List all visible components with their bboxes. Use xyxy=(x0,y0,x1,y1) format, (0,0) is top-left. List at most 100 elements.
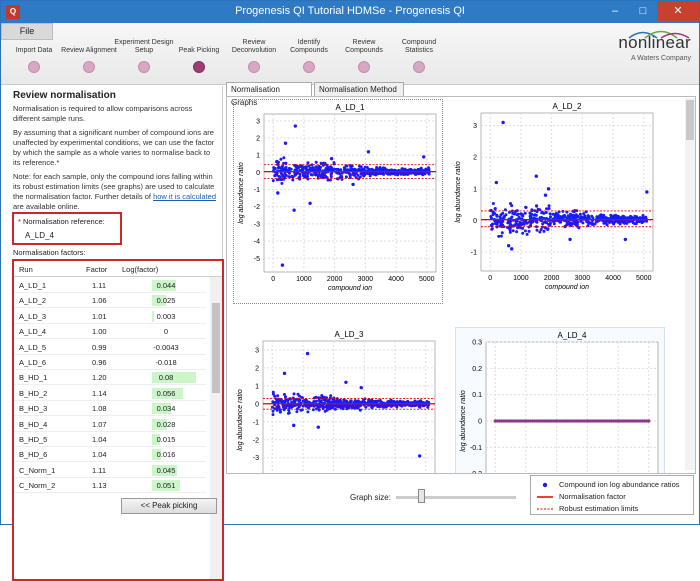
data-point xyxy=(521,226,525,230)
data-point xyxy=(356,406,360,410)
chart-legend: Compound ion log abundance ratios Normali… xyxy=(530,475,694,515)
data-point xyxy=(311,408,315,412)
table-row[interactable]: A_LD_4 1.00 0 xyxy=(14,324,206,340)
data-point xyxy=(570,221,574,225)
workflow-step[interactable]: Review Compounds xyxy=(334,37,394,73)
table-row[interactable]: B_HD_2 1.14 0.056 xyxy=(14,386,206,401)
outlier-point xyxy=(305,351,310,356)
right-panel: Normalisation Graphs Normalisation Metho… xyxy=(224,82,699,523)
column-header-factor[interactable]: Factor xyxy=(86,265,108,274)
table-row[interactable]: A_LD_3 1.01 0.003 xyxy=(14,309,206,324)
cell-factor: 1.20 xyxy=(92,373,107,383)
outlier-point xyxy=(308,201,312,206)
data-point xyxy=(277,175,281,178)
minimize-button[interactable]: – xyxy=(611,5,619,17)
data-point xyxy=(398,403,402,407)
reference-value[interactable]: A_LD_4 xyxy=(25,231,54,240)
logo-wordmark: nonlinear xyxy=(618,33,691,52)
data-point xyxy=(618,222,622,226)
table-row[interactable]: B_HD_5 1.04 0.015 xyxy=(14,432,206,447)
note-paragraph: Note: for each sample, only the compound… xyxy=(13,172,218,212)
table-row[interactable]: B_HD_3 1.08 0.034 xyxy=(14,401,206,417)
table-scroll-thumb[interactable] xyxy=(212,303,220,393)
workflow-step-label: Review Alignment xyxy=(61,47,117,54)
workflow-step[interactable]: Peak Picking xyxy=(169,37,229,73)
close-button[interactable]: ✕ xyxy=(657,1,699,21)
workflow-step[interactable]: Experiment Design Setup xyxy=(114,37,174,73)
data-point xyxy=(489,208,493,212)
data-point xyxy=(508,210,511,214)
workflow-step[interactable]: Review Alignment xyxy=(59,37,119,73)
workflow-step[interactable]: Import Data xyxy=(4,37,64,73)
column-header-run[interactable]: Run xyxy=(19,265,33,274)
data-point xyxy=(276,394,280,398)
workflow-step[interactable]: Compound Statistics xyxy=(389,37,449,73)
cell-run: B_HD_3 xyxy=(19,404,48,414)
tab-normalisation-graphs[interactable]: Normalisation Graphs xyxy=(226,82,312,107)
data-point xyxy=(565,216,569,220)
data-point xyxy=(304,165,308,169)
data-point xyxy=(348,173,352,177)
table-row[interactable]: A_LD_2 1.06 0.025 xyxy=(14,293,206,309)
data-point xyxy=(275,171,279,175)
tab-normalisation-method[interactable]: Normalisation Method xyxy=(314,82,404,96)
scatter-chart[interactable]: A_LD_1 0 1000 2000 3000 4000 5000 -5 -4 -3 -2 -1 0 1 2… xyxy=(233,99,443,304)
graph-size-slider-thumb[interactable] xyxy=(417,489,425,503)
data-point xyxy=(595,215,599,219)
data-point xyxy=(546,228,550,231)
table-row[interactable]: A_LD_6 0.96 -0.018 xyxy=(14,355,206,370)
graph-size-slider[interactable] xyxy=(396,496,516,499)
workflow-step[interactable]: Identify Compounds xyxy=(279,37,339,73)
data-point xyxy=(284,395,287,399)
data-point xyxy=(493,207,497,211)
graphs-scrollbar[interactable] xyxy=(685,98,695,470)
data-point xyxy=(380,167,384,171)
data-point xyxy=(510,204,514,208)
workflow-step-dot-icon xyxy=(358,61,370,73)
scatter-chart[interactable]: A_LD_2 0 1000 2000 3000 4000 5000 -1 0 1 2 3 compoun… xyxy=(451,99,661,304)
maximize-button[interactable]: □ xyxy=(639,5,647,17)
data-point xyxy=(370,406,374,410)
data-point xyxy=(401,167,404,171)
window-title: Progenesis QI Tutorial HDMSe - Progenesi… xyxy=(235,5,465,17)
data-point xyxy=(295,410,299,414)
scatter-chart[interactable]: A_LD_4010002000300040005000-0.3-0.2-0.10… xyxy=(455,327,665,473)
data-point xyxy=(538,230,542,234)
table-row[interactable]: C_Norm_2 1.13 0.051 xyxy=(14,478,206,494)
data-point xyxy=(375,166,379,169)
data-point xyxy=(306,161,310,165)
cell-factor: 1.13 xyxy=(92,481,107,491)
scatter-chart[interactable]: A_LD_3010002000300040005000-5-4-3-2-1012… xyxy=(233,327,443,473)
data-point xyxy=(552,222,556,226)
table-scrollbar[interactable] xyxy=(210,277,222,579)
table-row[interactable]: B_HD_1 1.20 0.08 xyxy=(14,370,206,386)
table-row[interactable]: B_HD_4 1.07 0.028 xyxy=(14,417,206,432)
data-point xyxy=(527,229,531,233)
cell-log-factor: 0.056 xyxy=(156,388,176,398)
cell-run: A_LD_4 xyxy=(19,327,47,337)
y-axis-label: log abundance ratio xyxy=(460,390,467,452)
data-point xyxy=(278,410,282,414)
table-row[interactable]: C_Norm_1 1.11 0.045 xyxy=(14,463,206,478)
how-calculated-link[interactable]: how it is calculated xyxy=(153,192,217,201)
note-text-b: are available online. xyxy=(13,202,80,211)
data-point xyxy=(499,234,503,238)
data-point xyxy=(270,405,274,409)
x-tick-label: 3000 xyxy=(575,275,591,282)
workflow-step[interactable]: Review Deconvolution xyxy=(224,37,284,73)
file-menu-tab[interactable]: File xyxy=(1,23,53,40)
cell-factor: 1.04 xyxy=(92,435,107,444)
data-point xyxy=(644,215,648,219)
table-row[interactable]: A_LD_5 0.99 -0.0043 xyxy=(14,340,206,355)
column-header-log[interactable]: Log(factor) xyxy=(122,265,159,274)
data-point xyxy=(333,400,337,404)
table-row[interactable]: A_LD_1 1.11 0.044 xyxy=(14,278,206,293)
data-point xyxy=(280,399,284,403)
graphs-scroll-thumb[interactable] xyxy=(686,100,694,140)
note-text-a: Note: for each sample, only the compound… xyxy=(13,172,215,201)
peak-picking-back-button[interactable]: << Peak picking xyxy=(121,498,217,514)
outlier-point xyxy=(283,141,288,145)
table-row[interactable]: B_HD_6 1.04 0.016 xyxy=(14,447,206,463)
x-tick-label: 4000 xyxy=(605,275,621,282)
data-point xyxy=(397,171,401,175)
